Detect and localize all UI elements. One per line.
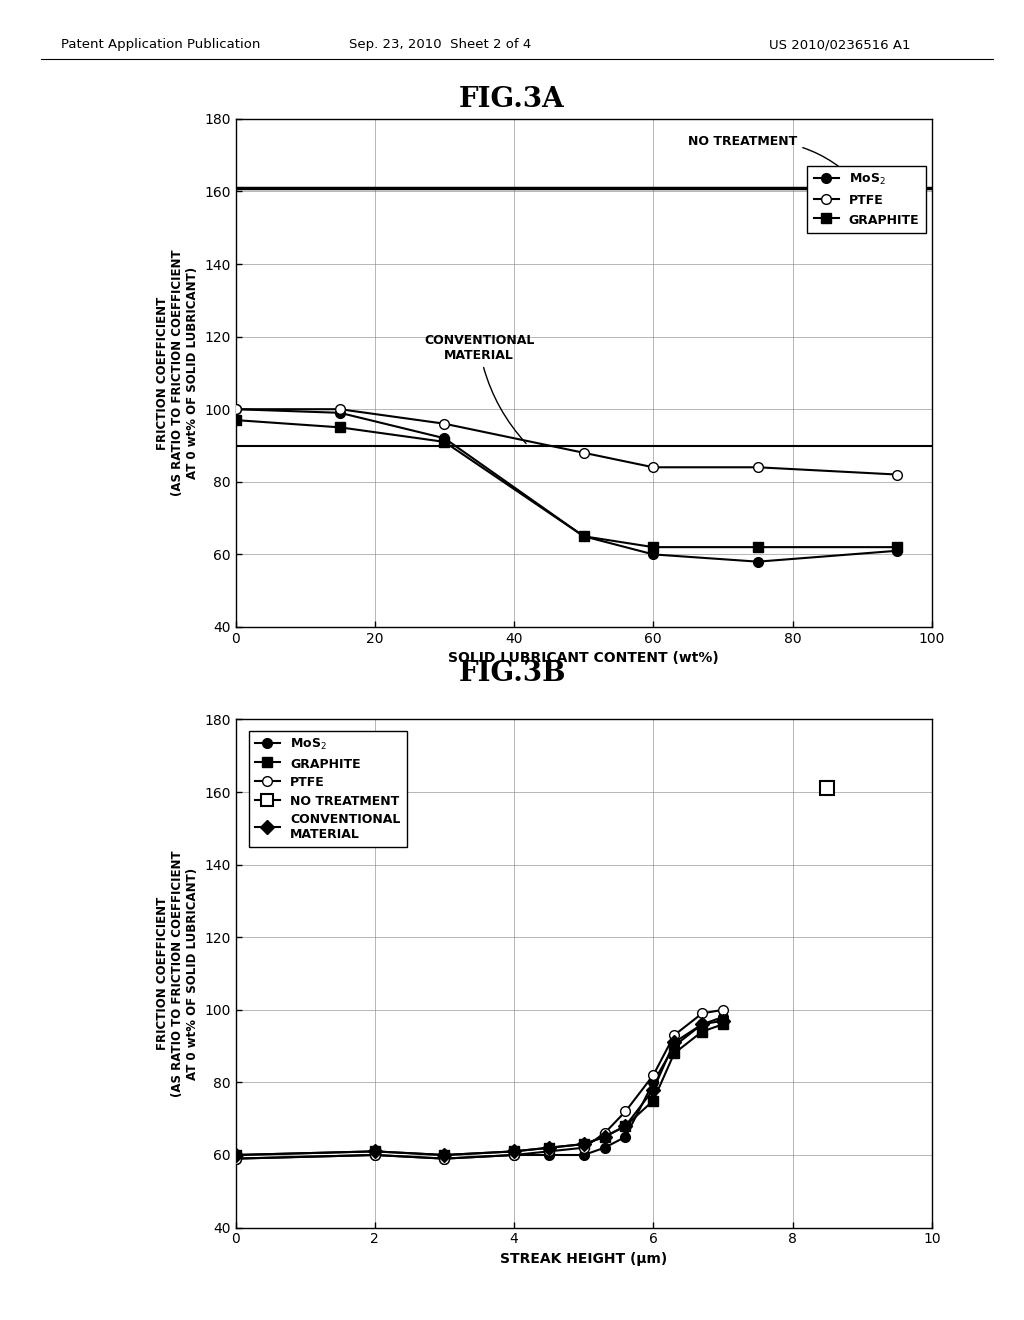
Text: FIG.3B: FIG.3B: [459, 660, 565, 686]
Text: FIG.3A: FIG.3A: [459, 86, 565, 112]
Y-axis label: FRICTION COEFFICIENT
(AS RATIO TO FRICTION COEFFICIENT
AT 0 wt% OF SOLID LUBRICA: FRICTION COEFFICIENT (AS RATIO TO FRICTI…: [156, 249, 199, 496]
X-axis label: STREAK HEIGHT (μm): STREAK HEIGHT (μm): [500, 1251, 668, 1266]
Text: Patent Application Publication: Patent Application Publication: [61, 38, 261, 51]
X-axis label: SOLID LUBRICANT CONTENT (wt%): SOLID LUBRICANT CONTENT (wt%): [449, 651, 719, 665]
Legend: MoS$_2$, PTFE, GRAPHITE: MoS$_2$, PTFE, GRAPHITE: [808, 166, 926, 234]
Text: NO TREATMENT: NO TREATMENT: [688, 135, 860, 186]
Text: CONVENTIONAL
MATERIAL: CONVENTIONAL MATERIAL: [424, 334, 535, 444]
Y-axis label: FRICTION COEFFICIENT
(AS RATIO TO FRICTION COEFFICIENT
AT 0 wt% OF SOLID LUBRICA: FRICTION COEFFICIENT (AS RATIO TO FRICTI…: [156, 850, 199, 1097]
Legend: MoS$_2$, GRAPHITE, PTFE, NO TREATMENT, CONVENTIONAL
MATERIAL: MoS$_2$, GRAPHITE, PTFE, NO TREATMENT, C…: [249, 731, 407, 847]
Text: Sep. 23, 2010  Sheet 2 of 4: Sep. 23, 2010 Sheet 2 of 4: [349, 38, 531, 51]
Text: US 2010/0236516 A1: US 2010/0236516 A1: [769, 38, 910, 51]
